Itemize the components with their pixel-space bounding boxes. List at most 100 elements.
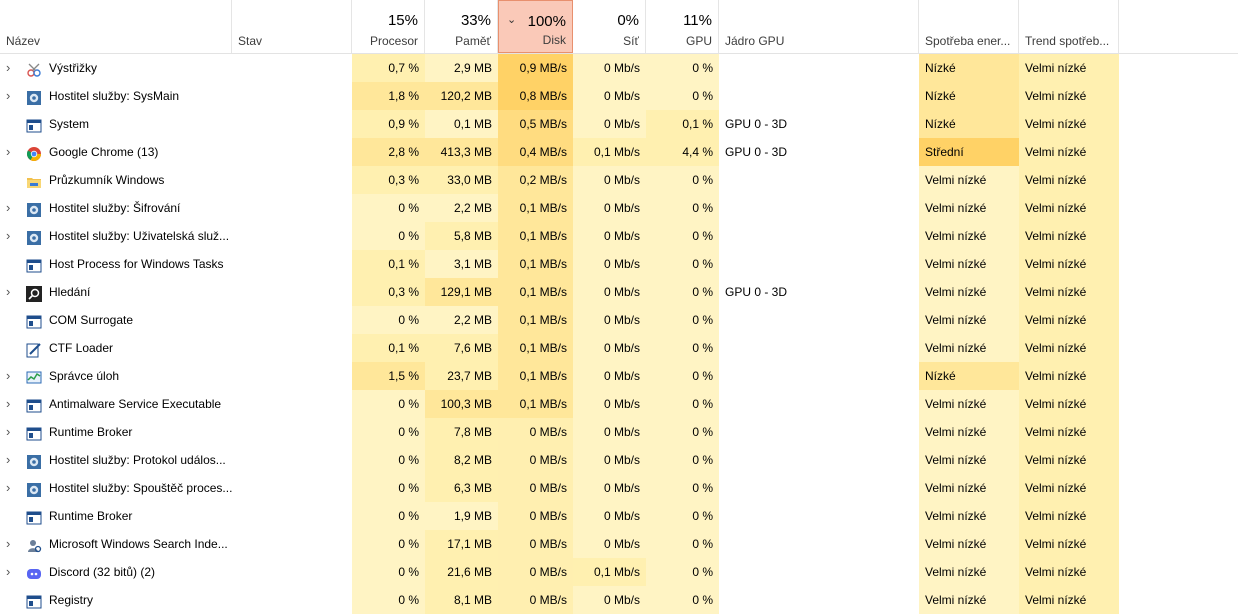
process-row[interactable]: › Hostitel služby: SysMain 1,8 % 120,2 MB 0,…: [0, 82, 1238, 110]
process-row[interactable]: › Výstřižky 0,7 % 2,9 MB 0,9 MB/s 0 Mb/s 0 % Ní…: [0, 54, 1238, 82]
cpu-cell: 0 %: [352, 558, 425, 586]
column-header-power-label: Spotřeba ener...: [925, 34, 1011, 48]
expand-chevron-icon[interactable]: ›: [6, 60, 11, 75]
column-header-status[interactable]: Stav: [232, 0, 352, 53]
process-row[interactable]: Průzkumník Windows 0,3 % 33,0 MB 0,2 MB/s 0 …: [0, 166, 1238, 194]
expand-chevron-icon[interactable]: ›: [6, 284, 11, 299]
power-trend-cell: Velmi nízké: [1019, 474, 1119, 502]
memory-cell: 3,1 MB: [425, 250, 498, 278]
process-row[interactable]: › Hledání 0,3 % 129,1 MB 0,1 MB/s 0 Mb/s 0 % GP…: [0, 278, 1238, 306]
network-cell: 0,1 Mb/s: [573, 558, 646, 586]
network-cell: 0 Mb/s: [573, 222, 646, 250]
cpu-cell: 0 %: [352, 502, 425, 530]
gpu-cell: 0 %: [646, 278, 719, 306]
status-cell: [232, 362, 352, 390]
gpu-cell: 0 %: [646, 54, 719, 82]
status-cell: [232, 306, 352, 334]
process-name-cell: › Antimalware Service Executable: [0, 390, 232, 418]
process-name: Registry: [49, 593, 94, 607]
process-row[interactable]: › Hostitel služby: Spouštěč proces... 0 % 6…: [0, 474, 1238, 502]
process-row[interactable]: System 0,9 % 0,1 MB 0,5 MB/s 0 Mb/s 0,1 % GPU …: [0, 110, 1238, 138]
process-name: Runtime Broker: [49, 425, 133, 439]
expand-chevron-icon[interactable]: ›: [6, 452, 11, 467]
column-header-disk[interactable]: ⌄ 100% Disk: [498, 0, 573, 53]
power-usage-cell: Nízké: [919, 110, 1019, 138]
column-header-gpu[interactable]: 11% GPU: [646, 0, 719, 53]
expand-chevron-icon[interactable]: ›: [6, 480, 11, 495]
disk-total-percent: 100%: [527, 13, 566, 30]
gpu-engine-cell: [719, 446, 919, 474]
expand-chevron-icon[interactable]: ›: [6, 144, 11, 159]
process-row[interactable]: CTF Loader 0,1 % 7,6 MB 0,1 MB/s 0 Mb/s 0 % Ve…: [0, 334, 1238, 362]
power-usage-cell: Velmi nízké: [919, 278, 1019, 306]
gpu-engine-cell: [719, 166, 919, 194]
cpu-total-percent: 15%: [387, 12, 418, 29]
power-trend-cell: Velmi nízké: [1019, 110, 1119, 138]
power-usage-cell: Velmi nízké: [919, 586, 1019, 614]
column-header-power[interactable]: Spotřeba ener...: [919, 0, 1019, 53]
power-trend-cell: Velmi nízké: [1019, 530, 1119, 558]
disk-cell: 0,1 MB/s: [498, 334, 573, 362]
gpu-cell: 0 %: [646, 530, 719, 558]
process-row[interactable]: › Hostitel služby: Uživatelská služ... 0 %…: [0, 222, 1238, 250]
column-header-memory-label: Paměť: [455, 34, 491, 48]
column-header-name[interactable]: Název: [0, 0, 232, 53]
column-header-bar: Název Stav 15% Procesor 33% Paměť ⌄ 100%…: [0, 0, 1238, 54]
column-header-gpu-engine[interactable]: Jádro GPU: [719, 0, 919, 53]
network-cell: 0 Mb/s: [573, 166, 646, 194]
disk-cell: 0,4 MB/s: [498, 138, 573, 166]
process-name-cell: › Google Chrome (13): [0, 138, 232, 166]
process-row[interactable]: › Microsoft Windows Search Inde... 0 % 17,1…: [0, 530, 1238, 558]
power-trend-cell: Velmi nízké: [1019, 194, 1119, 222]
disk-cell: 0 MB/s: [498, 418, 573, 446]
column-header-power-trend[interactable]: Trend spotřeb...: [1019, 0, 1119, 53]
process-name-cell: › Hostitel služby: Protokol událos...: [0, 446, 232, 474]
power-trend-cell: Velmi nízké: [1019, 390, 1119, 418]
power-trend-cell: Velmi nízké: [1019, 502, 1119, 530]
window-icon: [26, 592, 42, 609]
gpu-engine-cell: [719, 390, 919, 418]
expand-chevron-icon[interactable]: ›: [6, 536, 11, 551]
expand-chevron-icon[interactable]: ›: [6, 396, 11, 411]
memory-cell: 8,2 MB: [425, 446, 498, 474]
process-name-cell: › Výstřižky: [0, 54, 232, 82]
process-row[interactable]: › Správce úloh 1,5 % 23,7 MB 0,1 MB/s 0 Mb/s 0…: [0, 362, 1238, 390]
network-cell: 0 Mb/s: [573, 502, 646, 530]
network-cell: 0 Mb/s: [573, 586, 646, 614]
status-cell: [232, 418, 352, 446]
status-cell: [232, 110, 352, 138]
network-cell: 0 Mb/s: [573, 418, 646, 446]
process-row[interactable]: › Hostitel služby: Protokol událos... 0 % 8…: [0, 446, 1238, 474]
process-row[interactable]: › Antimalware Service Executable 0 % 100,3 …: [0, 390, 1238, 418]
disk-cell: 0,1 MB/s: [498, 278, 573, 306]
process-name-cell: System: [0, 110, 232, 138]
process-row[interactable]: Registry 0 % 8,1 MB 0 MB/s 0 Mb/s 0 % Velmi ní…: [0, 586, 1238, 614]
process-row[interactable]: › Discord (32 bitů) (2) 0 % 21,6 MB 0 MB/s 0,…: [0, 558, 1238, 586]
expand-chevron-icon[interactable]: ›: [6, 228, 11, 243]
process-row[interactable]: › Google Chrome (13) 2,8 % 413,3 MB 0,4 MB/s…: [0, 138, 1238, 166]
expand-chevron-icon[interactable]: ›: [6, 88, 11, 103]
cpu-cell: 0 %: [352, 530, 425, 558]
process-row[interactable]: › Hostitel služby: Šifrování 0 % 2,2 MB 0,1 …: [0, 194, 1238, 222]
column-header-cpu[interactable]: 15% Procesor: [352, 0, 425, 53]
expand-chevron-icon[interactable]: ›: [6, 200, 11, 215]
column-header-gpu-engine-label: Jádro GPU: [725, 34, 785, 48]
process-name: Průzkumník Windows: [49, 173, 165, 187]
process-row[interactable]: Host Process for Windows Tasks 0,1 % 3,1 M…: [0, 250, 1238, 278]
power-usage-cell: Velmi nízké: [919, 558, 1019, 586]
column-header-memory[interactable]: 33% Paměť: [425, 0, 498, 53]
status-cell: [232, 586, 352, 614]
process-row[interactable]: › Runtime Broker 0 % 7,8 MB 0 MB/s 0 Mb/s 0 % V…: [0, 418, 1238, 446]
cpu-cell: 0,3 %: [352, 166, 425, 194]
expand-chevron-icon[interactable]: ›: [6, 564, 11, 579]
network-cell: 0 Mb/s: [573, 530, 646, 558]
power-trend-cell: Velmi nízké: [1019, 446, 1119, 474]
process-row[interactable]: COM Surrogate 0 % 2,2 MB 0,1 MB/s 0 Mb/s 0 % V…: [0, 306, 1238, 334]
column-header-network[interactable]: 0% Síť: [573, 0, 646, 53]
process-name-cell: CTF Loader: [0, 334, 232, 362]
status-cell: [232, 446, 352, 474]
status-cell: [232, 194, 352, 222]
expand-chevron-icon[interactable]: ›: [6, 368, 11, 383]
expand-chevron-icon[interactable]: ›: [6, 424, 11, 439]
process-row[interactable]: Runtime Broker 0 % 1,9 MB 0 MB/s 0 Mb/s 0 % Ve…: [0, 502, 1238, 530]
